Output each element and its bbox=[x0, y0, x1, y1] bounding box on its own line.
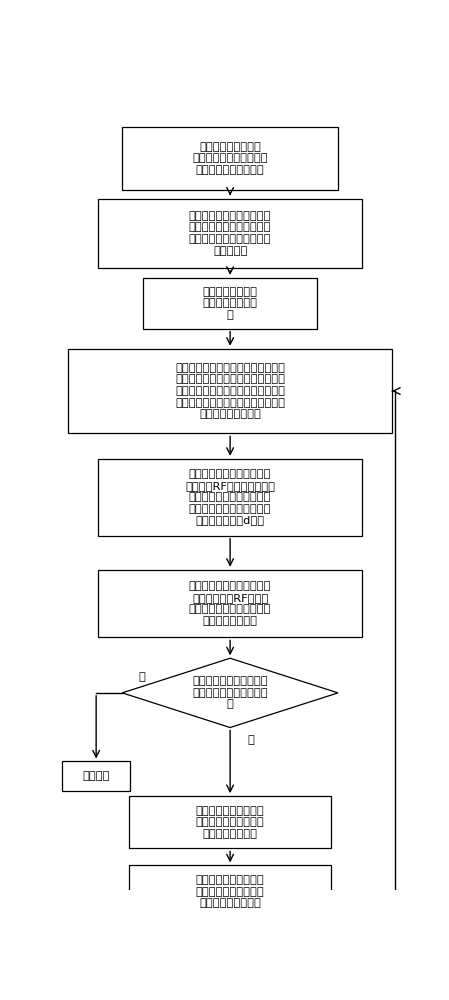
Text: 超声探头采集当前所处扫描
点的超声RF回波信号，三维
运动控制机构控制超声探头
沿该扫描点法向量背向组织
表面的方向运动d距离: 超声探头采集当前所处扫描 点的超声RF回波信号，三维 运动控制机构控制超声探头 … bbox=[185, 469, 275, 526]
Text: 否: 否 bbox=[247, 735, 255, 745]
Text: 查询到超声探头所在当前扫描点的位
置信息及法向量信息，三维运动控制
机构和旋转运动控制机构控制超声探
头紧贴被扫描组织的表面并与当前扫
描点的方向量平行；: 查询到超声探头所在当前扫描点的位 置信息及法向量信息，三维运动控制 机构和旋转运… bbox=[175, 363, 285, 419]
Bar bbox=[143, 278, 317, 329]
Polygon shape bbox=[122, 658, 338, 728]
Bar bbox=[98, 459, 362, 536]
Bar bbox=[68, 349, 392, 433]
Bar bbox=[122, 127, 338, 190]
Text: 根据扫描组织表面的三维轮
廓图制定扫描轨迹，并根据
组织表面的曲率计算各扫描
点的法向量: 根据扫描组织表面的三维轮 廓图制定扫描轨迹，并根据 组织表面的曲率计算各扫描 点… bbox=[189, 211, 271, 256]
Bar bbox=[129, 865, 331, 918]
Bar bbox=[62, 761, 130, 791]
Text: 获取扫描组织的表面
深度图像信息重建出扫描
组织表面的三维轮廓图: 获取扫描组织的表面 深度图像信息重建出扫描 组织表面的三维轮廓图 bbox=[192, 142, 268, 175]
Text: 判断当前扫描点是否为扫
描轨迹中的最后一个扫描
点: 判断当前扫描点是否为扫 描轨迹中的最后一个扫描 点 bbox=[192, 676, 268, 709]
Text: 超声探头在各方向上移
动上述相应的距离，到
达下一个要扫描的点: 超声探头在各方向上移 动上述相应的距离，到 达下一个要扫描的点 bbox=[196, 875, 264, 908]
Text: 扫描结束: 扫描结束 bbox=[83, 771, 110, 781]
Bar bbox=[98, 570, 362, 637]
Text: 计算扫描轨迹下一个扫
描的点和当前扫描的点
在各方向上的距离: 计算扫描轨迹下一个扫 描的点和当前扫描的点 在各方向上的距离 bbox=[196, 806, 264, 839]
Text: 超声探头再次采集当前所处
扫描点的超声RF回波信
号，然后恢复到当前所处扫
描点上的原位置上: 超声探头再次采集当前所处 扫描点的超声RF回波信 号，然后恢复到当前所处扫 描点… bbox=[189, 581, 271, 626]
Text: 是: 是 bbox=[138, 672, 145, 682]
Bar bbox=[129, 796, 331, 848]
Bar bbox=[98, 199, 362, 268]
Text: 控制超声探头移动
到扫描轨迹的起始
点: 控制超声探头移动 到扫描轨迹的起始 点 bbox=[202, 287, 258, 320]
